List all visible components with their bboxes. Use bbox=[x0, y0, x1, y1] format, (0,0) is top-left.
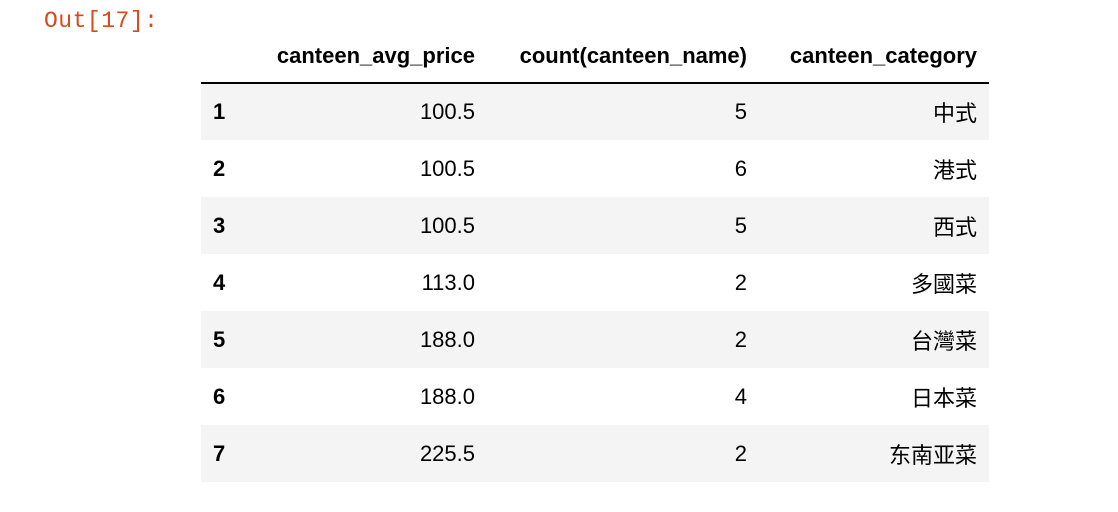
cell-canteen-category: 台灣菜 bbox=[910, 328, 977, 354]
table-row: 2 100.5 6 港式 bbox=[201, 140, 989, 197]
table-header: canteen_avg_price count(canteen_name) ca… bbox=[201, 30, 989, 84]
row-index: 5 bbox=[213, 326, 226, 352]
cell-canteen-avg-price: 113.0 bbox=[421, 269, 475, 295]
cell-canteen-category: 东南亚菜 bbox=[888, 442, 977, 468]
table-row: 1 100.5 5 中式 bbox=[201, 83, 989, 140]
row-index: 1 bbox=[213, 99, 226, 124]
cell-count: 5 bbox=[734, 212, 747, 238]
column-header-count-canteen-name: count(canteen_name) bbox=[487, 30, 759, 84]
index-header bbox=[201, 30, 249, 84]
cell-canteen-avg-price: 188.0 bbox=[419, 326, 475, 352]
table-row: 3 100.5 5 西式 bbox=[201, 197, 989, 254]
cell-canteen-avg-price: 100.5 bbox=[419, 99, 475, 124]
table-row: 7 225.5 2 东南亚菜 bbox=[201, 425, 989, 482]
table-row: 5 188.0 2 台灣菜 bbox=[201, 311, 989, 368]
cell-canteen-avg-price: 100.5 bbox=[419, 155, 475, 181]
dataframe-output: canteen_avg_price count(canteen_name) ca… bbox=[201, 30, 989, 482]
table-body: 1 100.5 5 中式 2 100.5 6 港式 3 100.5 5 西式 4… bbox=[201, 83, 989, 482]
table-row: 4 113.0 2 多國菜 bbox=[201, 254, 989, 311]
cell-count: 5 bbox=[734, 99, 747, 124]
row-index: 4 bbox=[213, 269, 226, 295]
cell-count: 2 bbox=[734, 440, 747, 466]
cell-canteen-category: 港式 bbox=[932, 157, 977, 183]
column-header-canteen-category: canteen_category bbox=[759, 30, 989, 84]
column-header-canteen-avg-price: canteen_avg_price bbox=[249, 30, 487, 84]
cell-count: 2 bbox=[734, 326, 747, 352]
cell-count: 2 bbox=[734, 269, 747, 295]
cell-canteen-avg-price: 225.5 bbox=[419, 440, 475, 466]
cell-canteen-category: 日本菜 bbox=[910, 385, 977, 411]
dataframe-table: canteen_avg_price count(canteen_name) ca… bbox=[201, 30, 989, 482]
table-row: 6 188.0 4 日本菜 bbox=[201, 368, 989, 425]
row-index: 7 bbox=[213, 440, 226, 466]
row-index: 6 bbox=[213, 383, 226, 409]
row-index: 3 bbox=[213, 212, 226, 238]
cell-canteen-avg-price: 188.0 bbox=[419, 383, 475, 409]
row-index: 2 bbox=[213, 155, 226, 181]
cell-canteen-category: 西式 bbox=[932, 214, 977, 240]
header-row: canteen_avg_price count(canteen_name) ca… bbox=[201, 30, 989, 84]
cell-count: 4 bbox=[734, 383, 747, 409]
output-prompt: Out[17]: bbox=[44, 8, 159, 34]
cell-canteen-category: 中式 bbox=[932, 101, 977, 126]
cell-canteen-avg-price: 100.5 bbox=[419, 212, 475, 238]
cell-count: 6 bbox=[734, 155, 747, 181]
cell-canteen-category: 多國菜 bbox=[910, 271, 977, 297]
